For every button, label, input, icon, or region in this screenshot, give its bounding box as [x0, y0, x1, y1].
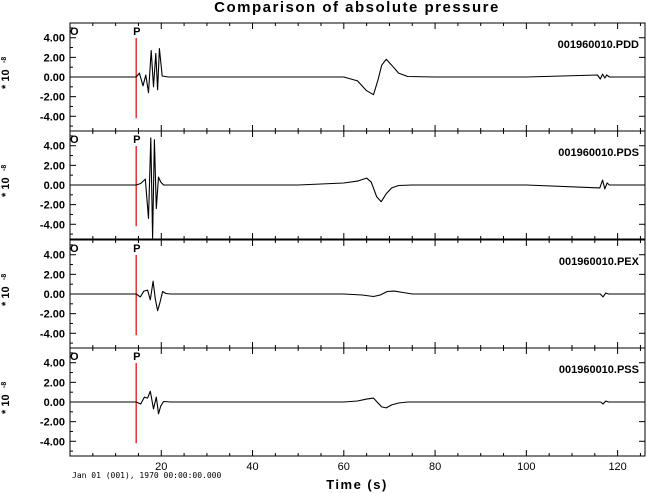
- y-tick-label: 0.00: [44, 397, 65, 409]
- marker-label-p: P: [133, 351, 140, 363]
- y-tick-label: -4.00: [40, 328, 65, 340]
- waveform-line: [70, 280, 645, 312]
- trace-panels: 4.00 2.00 0.00 -2.00 -4.00 * 10 -8 O P 001960010.…: [0, 22, 646, 457]
- y-tick-label: 2.00: [44, 269, 65, 281]
- trace-name: 001960010.PSS: [559, 364, 639, 376]
- y-tick-label: -4.00: [40, 436, 65, 448]
- marker-label-o: O: [70, 243, 79, 255]
- trace-panel: 4.00 2.00 0.00 -2.00 -4.00 * 10 -8 O P 001960010.…: [0, 22, 646, 132]
- trace-name: 001960010.PDS: [558, 147, 639, 159]
- y-axis-exponent: -8: [1, 57, 8, 63]
- y-tick-label: -2.00: [40, 200, 65, 212]
- x-tick-label: 80: [429, 461, 441, 473]
- marker-label-o: O: [70, 26, 79, 38]
- marker-label-o: O: [70, 351, 79, 363]
- waveform-line: [70, 47, 645, 96]
- x-axis: 20 40 60 80 100 120: [155, 461, 627, 473]
- trace-panel: 4.00 2.00 0.00 -2.00 -4.00 * 10 -8 O P 001960010.…: [0, 130, 646, 240]
- y-tick-label: 2.00: [44, 52, 65, 64]
- y-tick-label: 0.00: [44, 72, 65, 84]
- waveform-line: [70, 137, 645, 239]
- x-axis-label: Time (s): [326, 477, 388, 492]
- x-tick-label: 40: [246, 461, 258, 473]
- y-tick-label: -2.00: [40, 92, 65, 104]
- y-axis-exponent: -8: [1, 382, 8, 388]
- y-axis-label: * 10: [0, 286, 12, 306]
- y-tick-label: 0.00: [44, 180, 65, 192]
- y-tick-label: -2.00: [40, 309, 65, 321]
- marker-label-p: P: [133, 243, 140, 255]
- y-axis-label: * 10: [0, 394, 12, 414]
- y-tick-label: 0.00: [44, 289, 65, 301]
- date-label: Jan 01 (001), 1970 00:00:00.000: [72, 471, 221, 480]
- y-tick-label: 4.00: [44, 250, 65, 262]
- marker-label-p: P: [133, 134, 140, 146]
- y-axis-exponent: -8: [1, 274, 8, 280]
- x-tick-label: 120: [608, 461, 626, 473]
- y-axis-label: * 10: [0, 177, 12, 197]
- y-tick-label: 4.00: [44, 358, 65, 370]
- y-tick-label: -4.00: [40, 219, 65, 231]
- y-tick-label: -4.00: [40, 111, 65, 123]
- y-tick-label: 2.00: [44, 160, 65, 172]
- y-tick-label: 4.00: [44, 141, 65, 153]
- trace-name: 001960010.PDD: [558, 39, 639, 51]
- trace-panel: 4.00 2.00 0.00 -2.00 -4.00 * 10 -8 O P 001960010.…: [0, 347, 646, 457]
- marker-label-p: P: [133, 26, 140, 38]
- y-tick-label: -2.00: [40, 417, 65, 429]
- y-tick-label: 2.00: [44, 377, 65, 389]
- y-axis-exponent: -8: [1, 165, 8, 171]
- y-axis-label: * 10: [0, 69, 12, 89]
- x-tick-label: 100: [517, 461, 535, 473]
- marker-label-o: O: [70, 134, 79, 146]
- waveform-line: [70, 390, 645, 415]
- x-tick-label: 20: [155, 461, 167, 473]
- y-tick-label: 4.00: [44, 33, 65, 45]
- x-tick-label: 60: [338, 461, 350, 473]
- chart-title: Comparison of absolute pressure: [214, 0, 500, 16]
- trace-panel: 4.00 2.00 0.00 -2.00 -4.00 * 10 -8 O P 001960010.…: [0, 239, 646, 349]
- trace-name: 001960010.PEX: [559, 256, 640, 268]
